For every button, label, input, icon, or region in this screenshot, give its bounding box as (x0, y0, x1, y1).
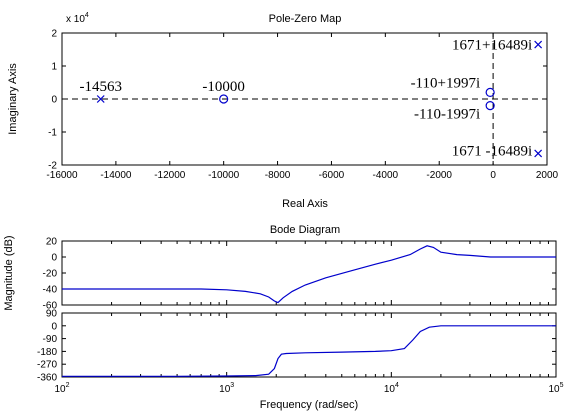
pz-markers (96, 40, 543, 158)
pz-x-tick-label: -8000 (265, 170, 291, 181)
mag-y-tick-label: 0 (51, 253, 57, 264)
bode-diagram: Bode Diagram 200-20-40-60 900-90-180-270… (3, 224, 564, 411)
pz-y-exponent: x 104 (66, 12, 89, 25)
mag-y-tick-label: -60 (43, 301, 58, 312)
zero-marker (485, 100, 495, 111)
pz-x-tick-label: -4000 (373, 170, 399, 181)
bode-x-tick-label: 104 (384, 382, 399, 395)
pz-annotations: -14563 -10000 1671+16489i -110+1997i -110-19… (79, 38, 532, 160)
pz-x-tick-label: -14000 (100, 170, 132, 181)
bode-mag-ylabel: Magnitude (dB) (3, 235, 15, 310)
bode-x-tick-label: 105 (548, 382, 563, 395)
pz-y-tick-label: -1 (48, 128, 57, 139)
pz-y-tick-label: 0 (51, 95, 57, 106)
bode-xlabel: Frequency (rad/sec) (260, 399, 358, 411)
pole-marker (534, 149, 543, 158)
phase-y-tick-label: -360 (37, 373, 57, 384)
bode-title: Bode Diagram (270, 224, 340, 236)
pole-marker (534, 40, 543, 49)
bode-magnitude-curve (62, 245, 556, 304)
phase-y-tick-label: -90 (43, 334, 58, 345)
pz-ylabel: Imaginary Axis (7, 63, 19, 135)
pz-annotation: 1671 -16489i (452, 143, 532, 159)
pz-y-exponent-power: 4 (85, 12, 89, 19)
pz-xlabel: Real Axis (282, 198, 328, 210)
bode-phase-y-ticks: 900 -90 -180 -270 -360 (37, 309, 556, 384)
pz-annotation: -110-1997i (414, 107, 480, 123)
bode-x-tick-label: 102 (54, 382, 69, 395)
bode-x-ticks: 102 103 104 105 (54, 241, 564, 395)
phase-y-tick-label: -270 (37, 360, 57, 371)
pz-x-ticks: -16000 -14000 -12000 -10000 -8000 -6000 -4000-… (46, 33, 559, 181)
zero-marker (219, 94, 229, 104)
pz-x-tick-label: 2000 (536, 170, 559, 181)
pz-title: Pole-Zero Map (269, 13, 342, 25)
pz-x-tick-label: 0 (490, 170, 496, 181)
phase-y-tick-label: -180 (37, 347, 57, 358)
pole-marker (96, 95, 105, 103)
pz-annotation: -110+1997i (411, 75, 481, 91)
bode-phase-plot-area (61, 312, 557, 378)
mag-y-tick-label: -40 (43, 285, 58, 296)
phase-y-tick-label: 90 (46, 309, 58, 320)
pz-y-exponent-base: x 10 (66, 14, 85, 25)
pz-annotation: 1671+16489i (452, 38, 532, 54)
pz-y-tick-label: 1 (51, 62, 57, 73)
bode-mag-y-ticks: 20 0 -20 -40 -60 (43, 237, 556, 312)
pz-x-tick-label: -16000 (46, 170, 78, 181)
bode-x-tick-label: 103 (219, 382, 234, 395)
mag-y-tick-label: 20 (46, 237, 58, 248)
pz-x-tick-label: -10000 (208, 170, 240, 181)
phase-y-tick-label: 0 (51, 321, 57, 332)
bode-phase-curve (62, 325, 556, 377)
pz-y-tick-label: 2 (51, 29, 57, 40)
pz-x-tick-label: -2000 (426, 170, 452, 181)
bode-mag-plot-area (61, 240, 557, 306)
pole-zero-map: Pole-Zero Map -16000 -14000 -12000 -10000 -8… (7, 12, 559, 210)
zero-marker (485, 87, 495, 98)
pz-x-tick-label: -6000 (319, 170, 345, 181)
pz-annotation: -14563 (79, 79, 122, 95)
pz-annotation: -10000 (202, 79, 245, 95)
pz-y-tick-label: -2 (48, 161, 57, 172)
pz-x-tick-label: -12000 (154, 170, 186, 181)
mag-y-tick-label: -20 (43, 269, 58, 280)
